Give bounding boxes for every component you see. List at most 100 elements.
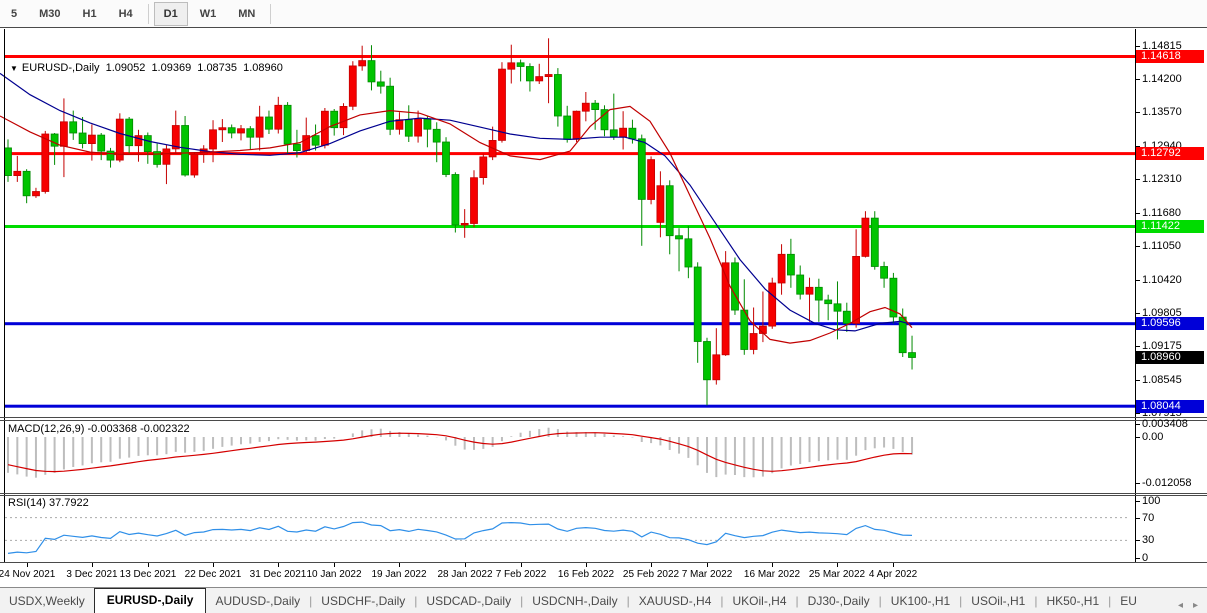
candle[interactable] xyxy=(115,118,124,161)
candle[interactable] xyxy=(749,333,758,350)
candle[interactable] xyxy=(246,128,255,138)
panel-splitter[interactable] xyxy=(0,420,1207,421)
candle[interactable] xyxy=(292,143,301,151)
chart-tab-eurusd-daily[interactable]: EURUSD-,Daily xyxy=(93,588,207,613)
candle[interactable] xyxy=(842,310,851,324)
candle[interactable] xyxy=(237,128,245,134)
candle[interactable] xyxy=(13,170,22,177)
candle[interactable] xyxy=(330,110,339,129)
candle[interactable] xyxy=(600,109,609,131)
macd-panel[interactable]: MACD(12,26,9) -0.003368 -0.002322 xyxy=(0,421,1207,493)
candle[interactable] xyxy=(591,102,600,110)
candle[interactable] xyxy=(572,110,581,140)
candle[interactable] xyxy=(908,352,916,358)
candle[interactable] xyxy=(50,133,59,147)
panel-splitter[interactable] xyxy=(0,493,1207,494)
candle[interactable] xyxy=(609,129,618,138)
panel-splitter[interactable] xyxy=(0,495,1207,496)
chart-tab-usdchf-daily[interactable]: USDCHF-,Daily xyxy=(321,594,406,608)
candle[interactable] xyxy=(470,177,478,224)
candle[interactable] xyxy=(479,156,488,179)
candle[interactable] xyxy=(311,135,320,146)
candle[interactable] xyxy=(414,118,423,137)
date-axis[interactable]: 24 Nov 2021 3 Dec 2021 13 Dec 2021 22 Dec 2… xyxy=(0,563,1207,587)
candle[interactable] xyxy=(507,62,516,70)
tab-scroll-right-icon[interactable]: ▸ xyxy=(1192,600,1198,611)
candle[interactable] xyxy=(274,104,283,130)
rsi-chart[interactable] xyxy=(0,496,1135,562)
resistance-line[interactable] xyxy=(5,152,1135,156)
candle[interactable] xyxy=(889,277,898,318)
candle[interactable] xyxy=(712,354,721,381)
candle[interactable] xyxy=(498,68,506,141)
chart-tab-hk50-h1[interactable]: HK50-,H1 xyxy=(1046,594,1100,608)
support-line[interactable] xyxy=(5,404,1135,408)
timeframe-button-M30[interactable]: M30 xyxy=(39,7,61,20)
candle[interactable] xyxy=(516,62,525,67)
candle[interactable] xyxy=(125,118,134,147)
candle[interactable] xyxy=(143,135,152,152)
chart-dropdown-icon[interactable]: ▼ xyxy=(10,64,18,73)
candle[interactable] xyxy=(41,133,50,192)
candle[interactable] xyxy=(88,134,96,144)
panel-splitter[interactable] xyxy=(0,417,1207,418)
candle[interactable] xyxy=(348,65,357,107)
chart-tab-audusd-daily[interactable]: AUDUSD-,Daily xyxy=(215,594,301,608)
candle[interactable] xyxy=(386,85,395,130)
chart-tab-uk100-h1[interactable]: UK100-,H1 xyxy=(890,594,951,608)
candle[interactable] xyxy=(656,185,665,223)
candle[interactable] xyxy=(526,66,534,82)
chart-tab-xauusd-h4[interactable]: XAUUSD-,H4 xyxy=(638,594,712,608)
chart-tab-usdcnh-daily[interactable]: USDCNH-,Daily xyxy=(532,594,618,608)
candle[interactable] xyxy=(358,60,367,67)
candle[interactable] xyxy=(283,104,292,145)
candlestick-chart[interactable] xyxy=(0,29,1135,417)
candle[interactable] xyxy=(768,282,777,327)
candle[interactable] xyxy=(97,134,106,152)
candle[interactable] xyxy=(442,141,450,175)
timeframe-button-H4[interactable]: H4 xyxy=(118,7,133,20)
candle[interactable] xyxy=(153,151,162,165)
candle[interactable] xyxy=(134,135,143,147)
candle[interactable] xyxy=(171,125,180,150)
candle[interactable] xyxy=(833,303,842,312)
candle[interactable] xyxy=(22,170,31,197)
chart-tab-usdx-weekly[interactable]: USDX,Weekly xyxy=(9,594,85,608)
candle[interactable] xyxy=(451,174,460,226)
timeframe-button-H1[interactable]: H1 xyxy=(82,7,97,20)
candle[interactable] xyxy=(852,255,860,324)
candle[interactable] xyxy=(637,138,646,200)
support-line[interactable] xyxy=(5,322,1135,326)
timeframe-button-W1[interactable]: W1 xyxy=(199,7,217,20)
timeframe-button-MN[interactable]: MN xyxy=(238,7,256,20)
candle[interactable] xyxy=(432,128,441,143)
candle[interactable] xyxy=(824,299,833,305)
candle[interactable] xyxy=(880,266,888,279)
candle[interactable] xyxy=(4,147,12,177)
candle[interactable] xyxy=(544,74,553,77)
candle[interactable] xyxy=(162,148,171,165)
candle[interactable] xyxy=(731,262,739,311)
candle[interactable] xyxy=(535,76,544,82)
candle[interactable] xyxy=(721,262,730,356)
candle[interactable] xyxy=(693,266,702,342)
candle[interactable] xyxy=(423,118,432,130)
chart-tab-ukoil-h4[interactable]: UKOil-,H4 xyxy=(732,594,787,608)
timeframe-button-5[interactable]: 5 xyxy=(11,7,18,20)
candle[interactable] xyxy=(60,121,68,147)
price-chart-panel[interactable]: ▼ EURUSD-,Daily 1.09052 1.09369 1.08735 1… xyxy=(0,29,1207,417)
support-line[interactable] xyxy=(5,225,1135,228)
candle[interactable] xyxy=(665,185,674,237)
chart-tab-dj30-daily[interactable]: DJ30-,Daily xyxy=(807,594,870,608)
candle[interactable] xyxy=(106,150,115,161)
candle[interactable] xyxy=(563,115,572,140)
chart-tab-eu[interactable]: EU xyxy=(1120,594,1137,608)
candle[interactable] xyxy=(777,253,786,284)
candle[interactable] xyxy=(227,127,236,134)
candle[interactable] xyxy=(376,81,385,87)
candle[interactable] xyxy=(78,132,87,145)
candle[interactable] xyxy=(190,153,199,176)
candle[interactable] xyxy=(787,253,795,276)
resistance-line[interactable] xyxy=(5,55,1135,58)
rsi-panel[interactable]: RSI(14) 37.7922 xyxy=(0,496,1207,562)
